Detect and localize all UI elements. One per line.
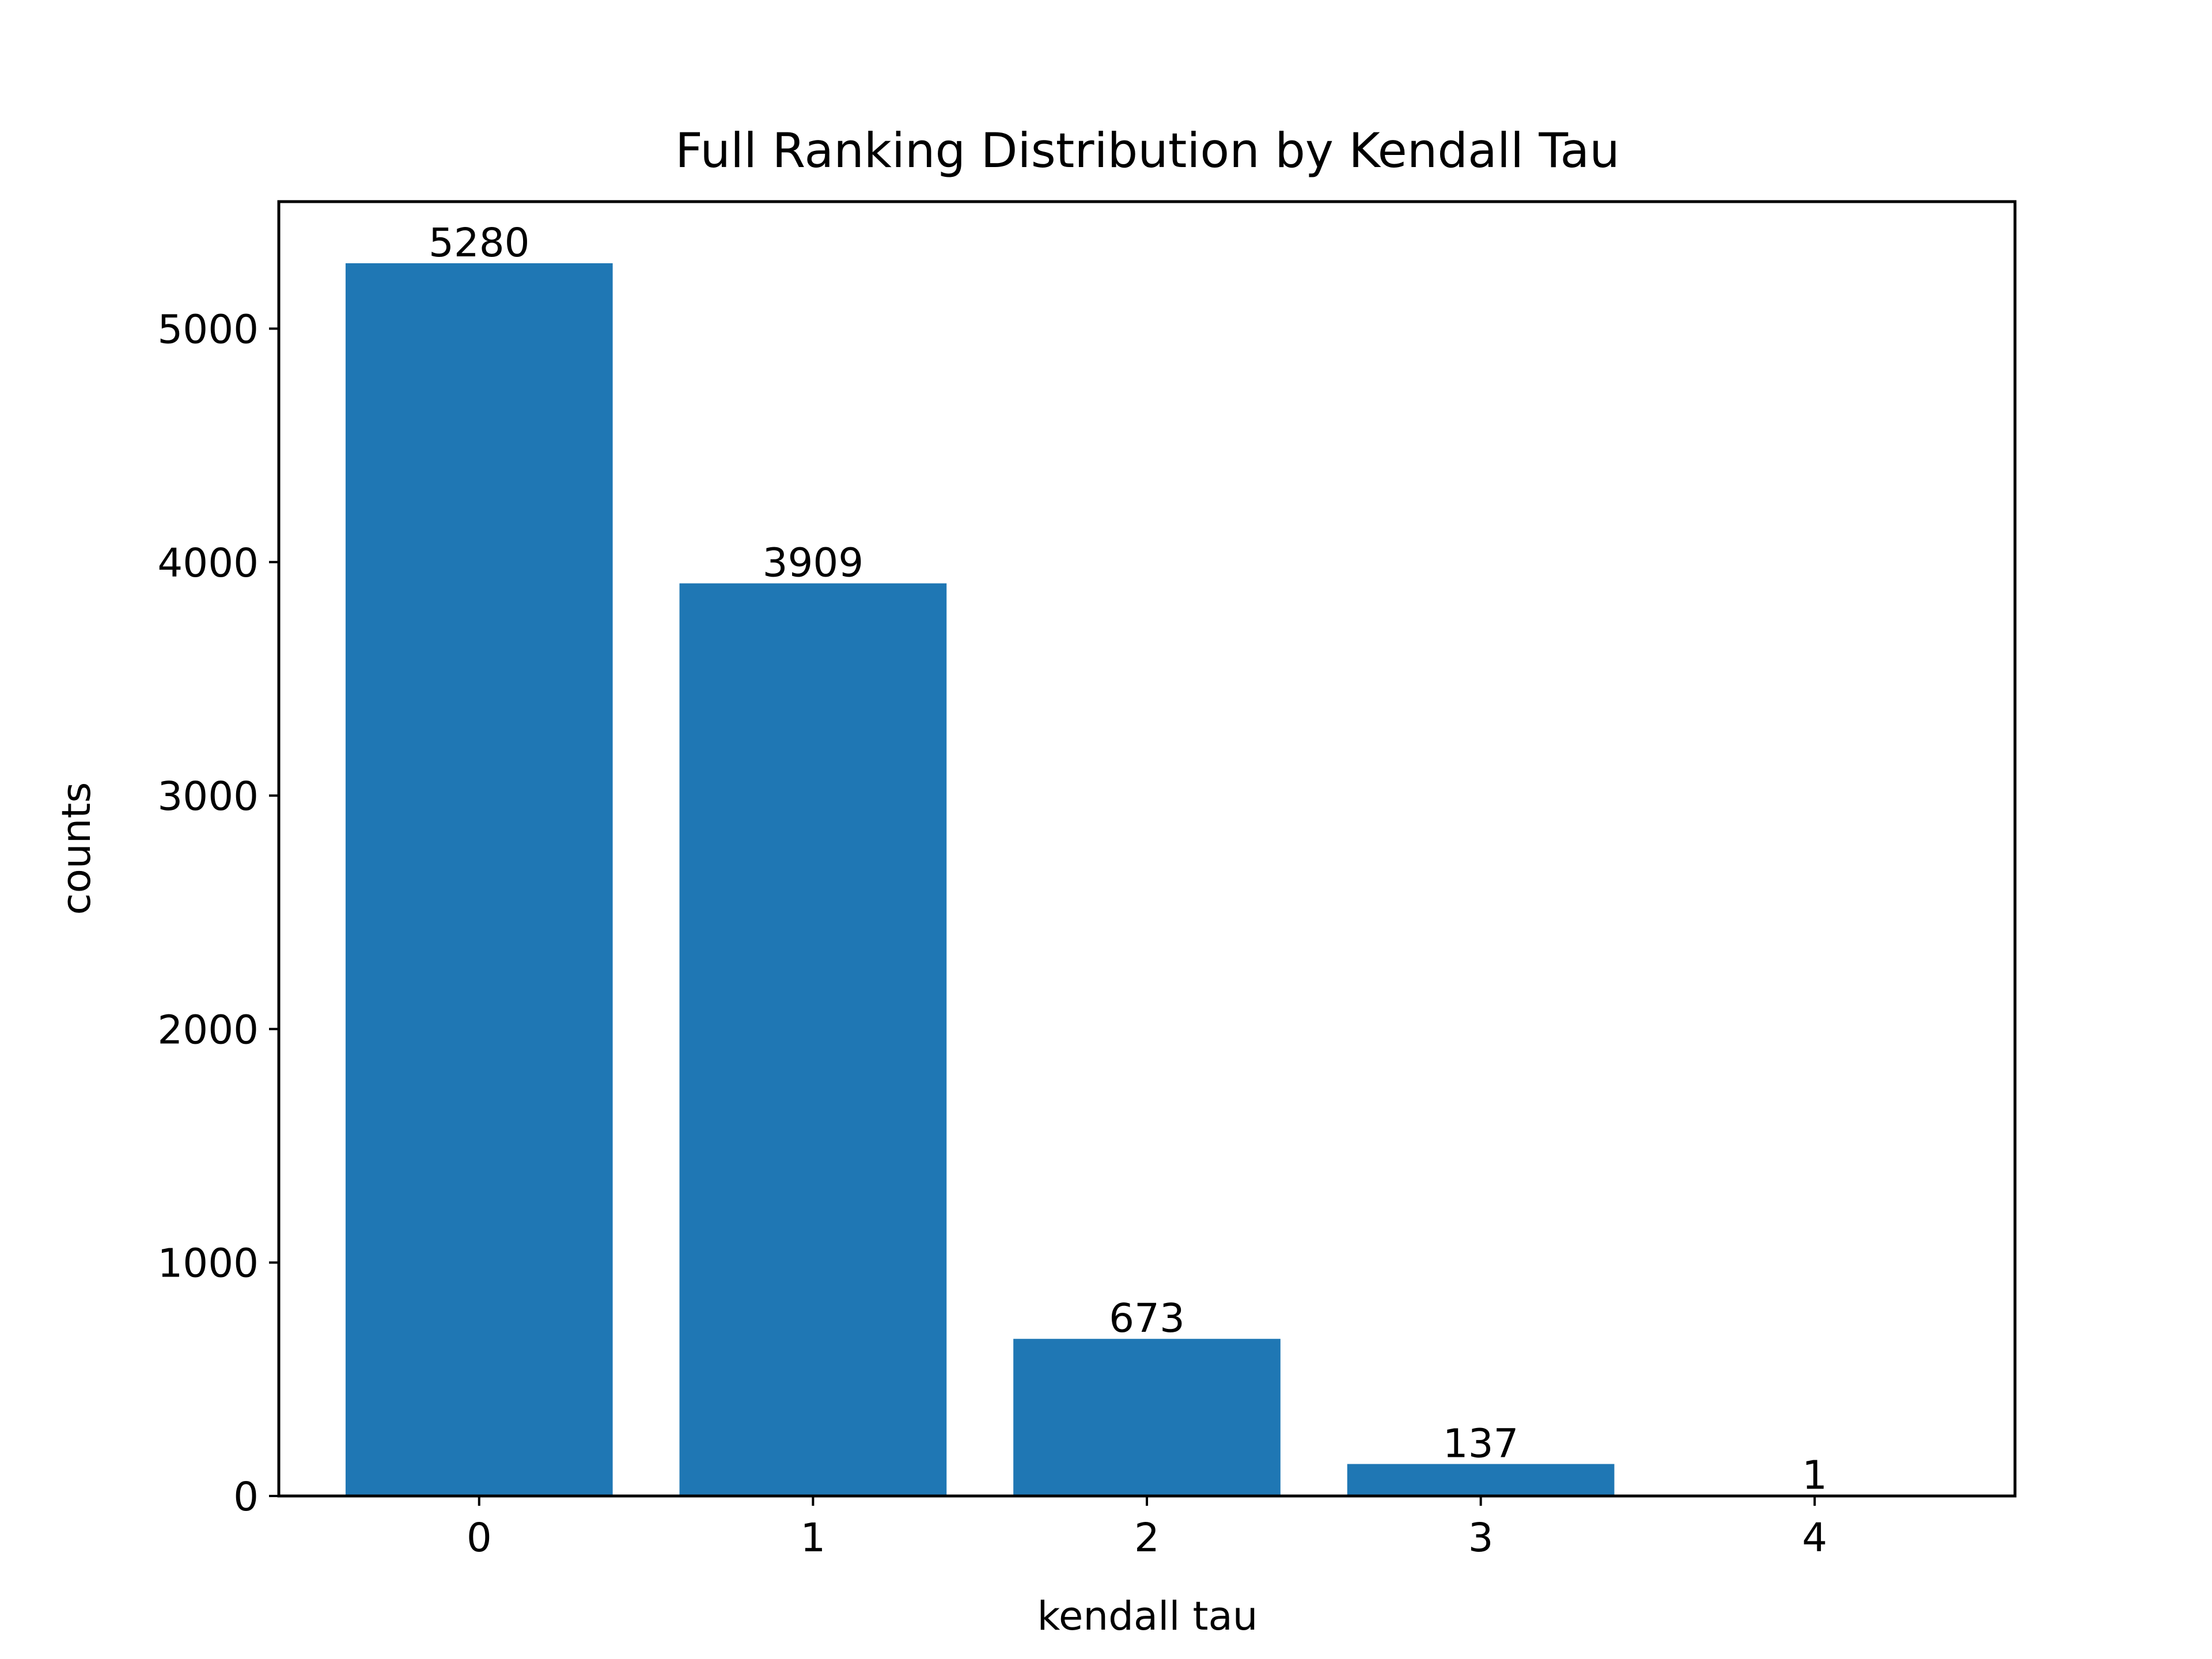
x-tick-label: 2 [1134,1515,1160,1561]
x-tick-label: 3 [1468,1515,1494,1561]
x-tick-label: 1 [800,1515,825,1561]
bar [1013,1339,1281,1496]
y-tick-label: 0 [233,1474,259,1520]
y-tick-label: 3000 [157,774,259,820]
x-axis-label: kendall tau [1037,1593,1257,1639]
y-tick-label: 1000 [157,1241,259,1287]
data-labels-layer: 5280 3909 673 137 1 [429,220,1827,1499]
y-axis-ticks: 0 1000 2000 3000 4000 5000 [157,306,279,1520]
bars-layer [345,263,1949,1497]
x-axis-ticks: 0 1 2 3 4 [467,1496,1827,1561]
x-tick-label: 4 [1802,1515,1827,1561]
y-tick-label: 2000 [157,1007,259,1053]
bar [1347,1464,1615,1496]
bar-value-label: 137 [1443,1421,1519,1467]
bar-value-label: 1 [1802,1453,1827,1499]
bar-value-label: 673 [1109,1296,1185,1342]
y-tick-label: 5000 [157,306,259,353]
x-tick-label: 0 [467,1515,492,1561]
bar-value-label: 5280 [429,220,530,266]
bar [679,583,947,1497]
chart-title: Full Ranking Distribution by Kendall Tau [675,123,1620,179]
bar [345,263,613,1496]
bar-value-label: 3909 [763,540,864,586]
y-axis-label: counts [54,782,100,915]
plot-frame [277,200,2017,1498]
y-tick-label: 4000 [157,540,259,586]
